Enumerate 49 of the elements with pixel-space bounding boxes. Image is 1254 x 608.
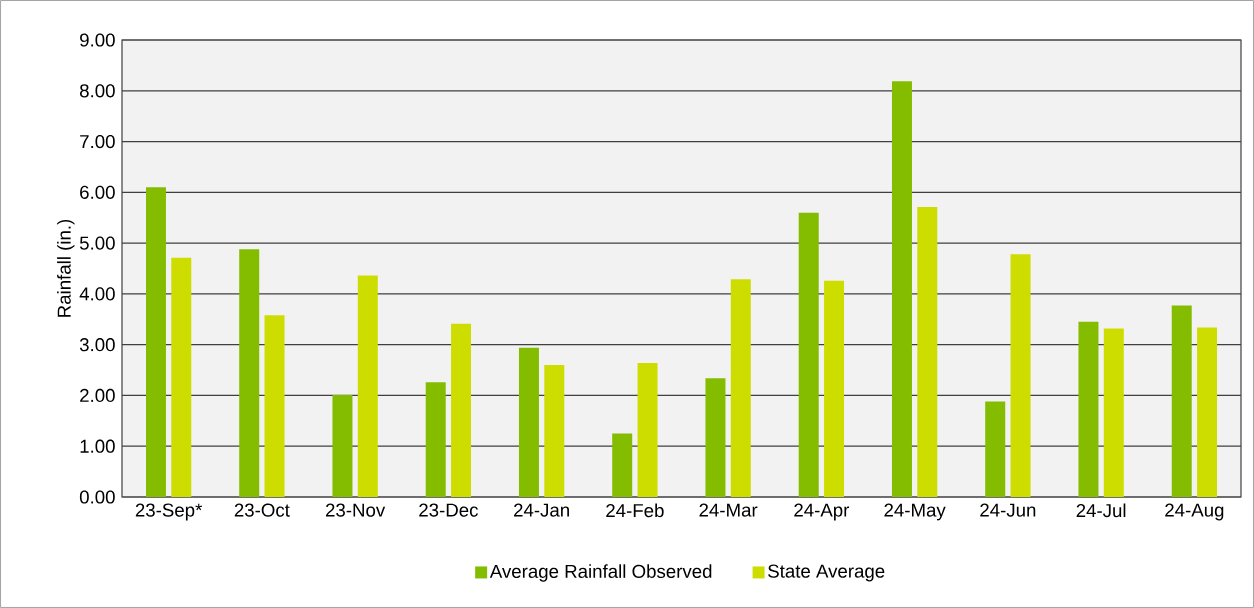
bar [332,394,353,497]
legend-label: State Average [768,564,885,582]
y-tick-label: 7.00 [80,134,115,149]
x-tick-label: 24-Feb [606,503,664,518]
bar [357,275,378,497]
y-tick-label: 2.00 [80,388,115,403]
x-tick-label: 24-Jan [514,503,569,517]
bar [1078,321,1099,497]
bar [798,212,819,497]
bar [171,257,192,497]
bar [544,364,565,497]
bar [264,315,285,497]
bar [451,323,472,497]
x-tick-label: 24-Mar [699,503,758,517]
bar [1171,305,1192,497]
y-tick-label: 1.00 [80,439,115,453]
bar [425,382,446,497]
y-tick-label: 4.00 [79,287,115,301]
bar [1197,327,1218,497]
bar [637,362,658,497]
legend-label: Average Rainfall Observed [489,564,712,582]
y-tick-label: 3.00 [79,338,115,352]
bar [145,187,166,497]
y-tick-label: 8.00 [80,84,115,98]
bar [1103,328,1124,497]
bar [917,207,938,497]
bar [1010,254,1031,497]
y-tick-label: 6.00 [80,185,115,199]
x-tick-label: 24-May [884,503,946,521]
bar [518,347,539,497]
x-tick-label: 23-Nov [325,503,386,517]
y-tick-label: 5.00 [79,236,115,250]
x-tick-label: 24-Jul [1076,503,1126,518]
x-tick-label: 24-Aug [1165,503,1224,521]
x-tick-label: 23-Dec [419,503,478,517]
x-tick-label: 24-Jun [980,503,1036,517]
x-tick-label: 24-Apr [794,503,850,521]
bar [985,401,1006,497]
bar [612,433,633,497]
y-axis-title: Rainfall (in.) [57,219,75,317]
x-tick-label: 23-Sep* [135,503,203,521]
y-tick-label: 0.00 [79,490,115,504]
bar [891,81,912,497]
y-tick-label: 9.00 [80,33,115,47]
x-tick-label: 23-Oct [234,503,290,517]
bar [705,378,726,497]
bar [730,279,751,497]
bar [824,280,845,497]
bar [239,249,260,497]
